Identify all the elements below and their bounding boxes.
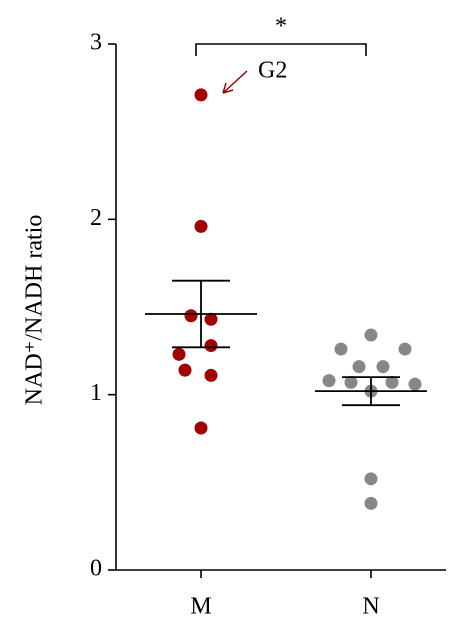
y-tick-label: 3 — [90, 30, 102, 56]
arrow-shaft — [222, 70, 248, 94]
arrow-head — [222, 82, 234, 94]
significance-bracket — [195, 43, 367, 56]
data-point — [364, 328, 378, 342]
y-axis-label: NAD⁺/NADH ratio — [22, 215, 48, 406]
annotation-arrow — [222, 70, 248, 94]
data-point — [322, 374, 336, 388]
y-tick-label: 0 — [90, 556, 102, 582]
x-tick-label: M — [190, 594, 211, 620]
data-point — [204, 368, 218, 382]
data-point — [376, 360, 390, 374]
data-point — [398, 342, 412, 356]
data-point — [364, 496, 378, 510]
data-point — [194, 88, 208, 102]
y-tick-label: 2 — [90, 205, 102, 231]
data-point — [204, 312, 218, 326]
data-point — [184, 309, 198, 323]
x-tick-label: N — [362, 594, 379, 620]
data-point — [204, 339, 218, 353]
point-annotation: G2 — [258, 58, 287, 84]
y-tick-label: 1 — [90, 380, 102, 406]
significance-star: * — [275, 14, 287, 40]
data-point — [344, 375, 358, 389]
data-point — [194, 219, 208, 233]
data-point — [408, 377, 422, 391]
data-point — [352, 360, 366, 374]
data-point — [334, 342, 348, 356]
data-point — [178, 363, 192, 377]
data-point — [364, 472, 378, 486]
data-point — [194, 421, 208, 435]
data-point — [172, 347, 186, 361]
data-point — [385, 375, 399, 389]
